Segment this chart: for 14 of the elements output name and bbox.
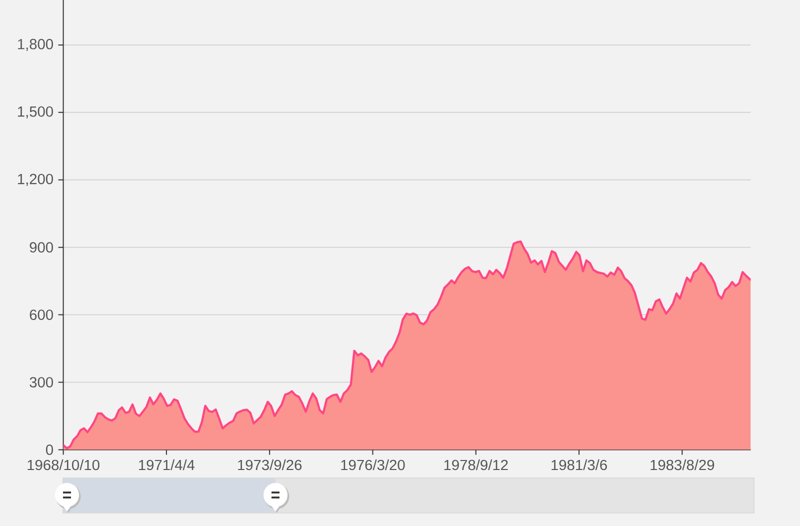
y-tick-label: 1,800 bbox=[18, 38, 53, 52]
y-tick-label: 900 bbox=[30, 242, 53, 253]
y-tick-label: 1,500 bbox=[18, 106, 53, 118]
x-tick-label: 1976/3/20 bbox=[341, 459, 405, 470]
y-tick-label: 300 bbox=[30, 377, 53, 388]
x-tick-label: 1978/9/12 bbox=[444, 459, 508, 470]
x-tick-label: 1968/10/10 bbox=[28, 459, 100, 470]
x-tick-label: 1981/3/6 bbox=[552, 459, 607, 470]
y-tick-label: 600 bbox=[30, 310, 53, 320]
x-tick-label: 1983/8/29 bbox=[650, 459, 714, 470]
x-tick-label: 1973/9/26 bbox=[238, 459, 302, 470]
y-tick-label: 0 bbox=[46, 444, 54, 455]
x-tick-label: 1971/4/4 bbox=[139, 459, 195, 470]
y-tick-label: 1,200 bbox=[18, 174, 53, 186]
